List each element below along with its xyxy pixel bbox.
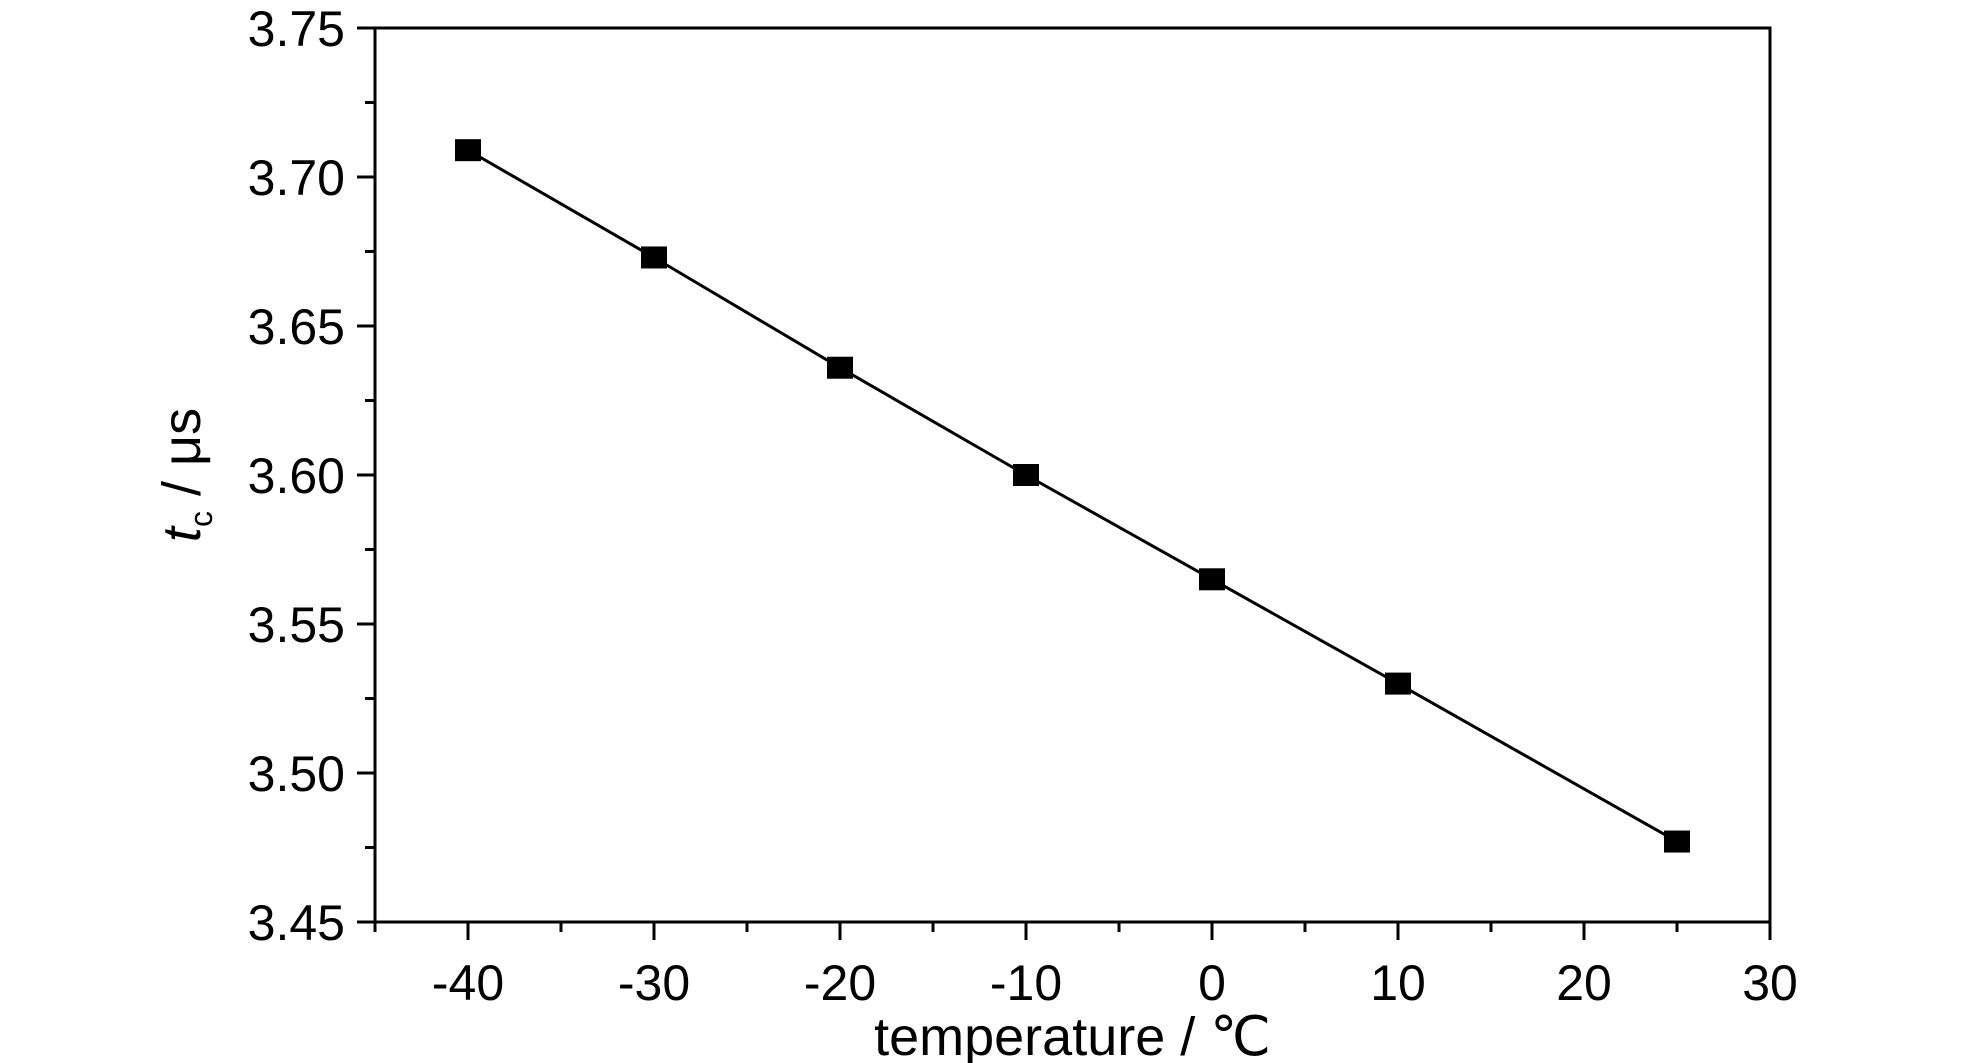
x-tick-label: 30: [1742, 955, 1798, 1011]
data-point-marker: [455, 139, 481, 162]
x-tick-label: 10: [1370, 955, 1426, 1011]
data-point-marker: [641, 246, 667, 269]
x-tick-label: 0: [1198, 955, 1226, 1011]
x-tick-label: -10: [990, 955, 1062, 1011]
y-tick-label: 3.65: [248, 299, 345, 355]
y-tick-label: 3.45: [248, 895, 345, 951]
data-point-marker: [1664, 830, 1690, 853]
data-point-marker: [827, 356, 853, 379]
y-axis-unit: / μs: [152, 408, 212, 511]
y-axis-ticks: 3.45 3.50 3.55 3.60 3.65 3.70 3.75: [248, 1, 375, 951]
y-axis-subscript: c: [183, 511, 219, 527]
plot-frame: [373, 26, 1772, 924]
x-tick-label: 20: [1556, 955, 1612, 1011]
x-axis-title: temperature / ℃: [874, 1007, 1271, 1063]
series-layer: [455, 139, 1690, 853]
y-tick-label: 3.50: [248, 746, 345, 802]
y-axis-variable: t: [152, 525, 212, 542]
y-tick-label: 3.55: [248, 597, 345, 653]
x-axis-ticks: -40 -30 -20 -10 0 10 20 30: [373, 922, 1798, 1011]
x-tick-label: -40: [432, 955, 504, 1011]
x-tick-label: -30: [618, 955, 690, 1011]
y-tick-label: 3.70: [248, 150, 345, 206]
data-point-marker: [1385, 672, 1411, 695]
y-tick-label: 3.75: [248, 1, 345, 57]
x-tick-label: -20: [804, 955, 876, 1011]
y-tick-label: 3.60: [248, 448, 345, 504]
data-point-marker: [1199, 568, 1225, 591]
data-point-marker: [1013, 464, 1039, 486]
y-axis-title: tc / μs: [152, 408, 219, 542]
